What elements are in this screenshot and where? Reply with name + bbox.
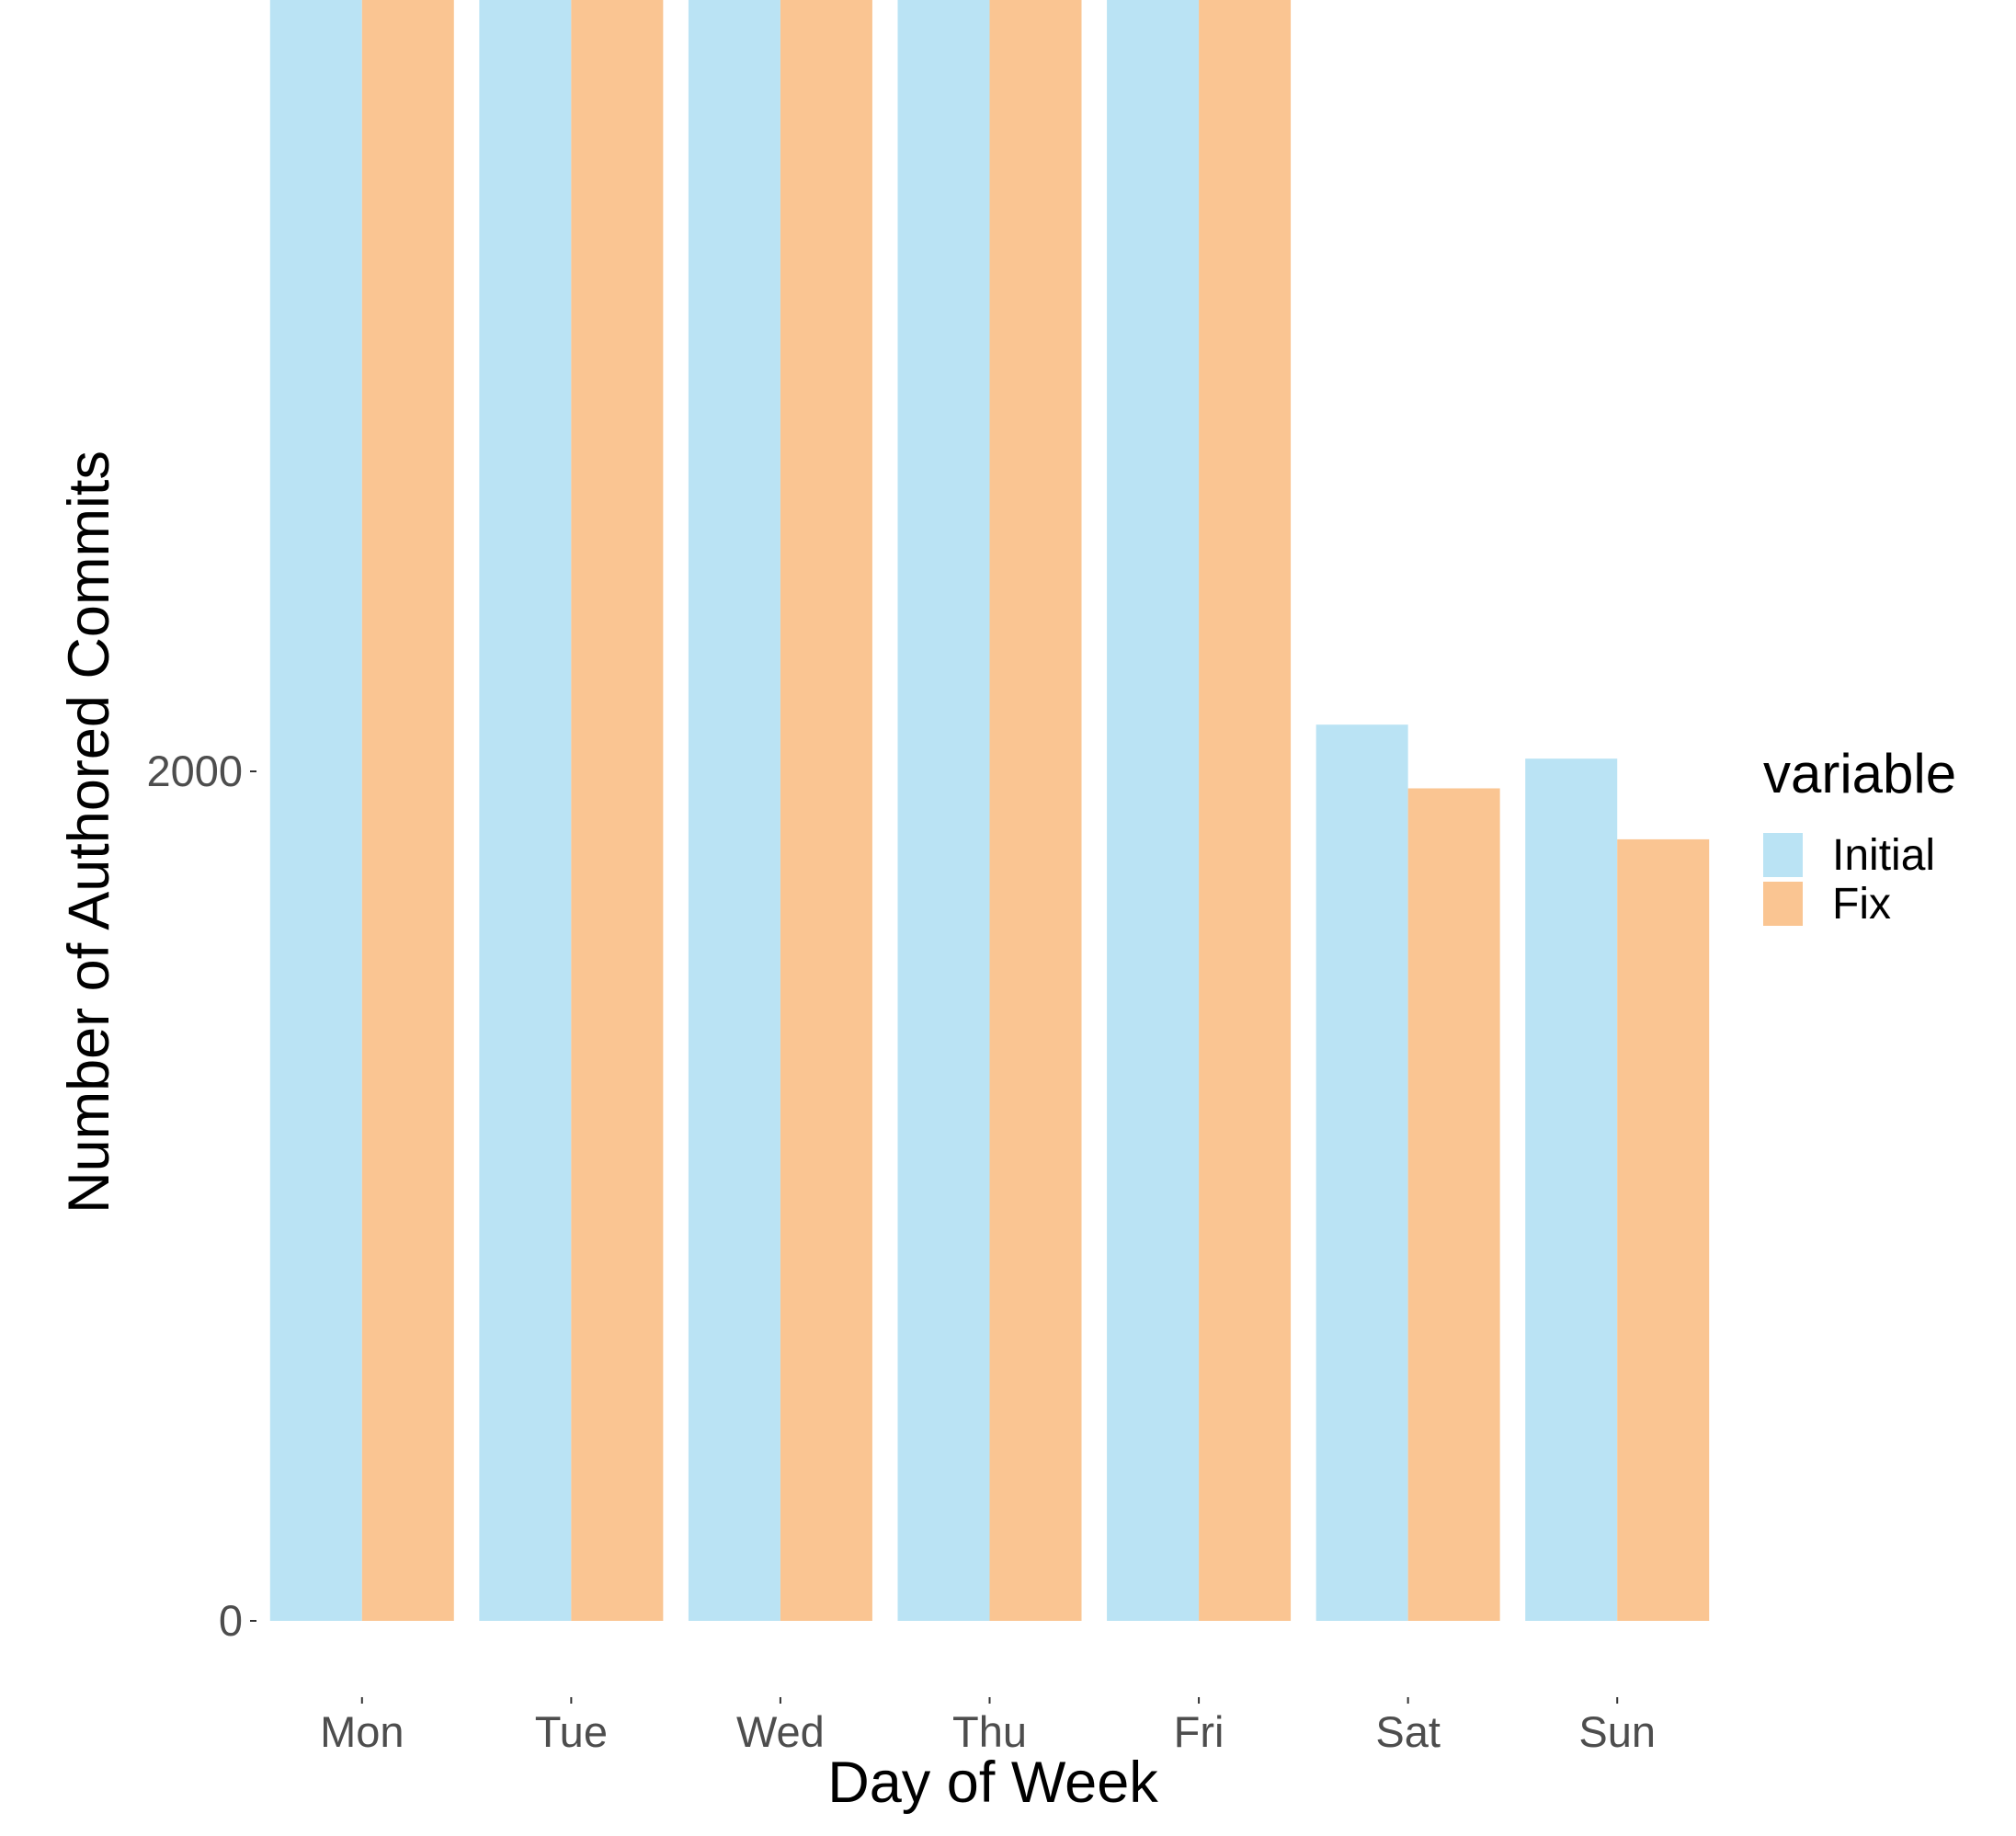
bar-fri-initial [1107, 0, 1200, 1621]
legend-key-initial [1763, 833, 1803, 877]
bar-sun-initial [1525, 758, 1618, 1621]
x-tick-label-mon: Mon [320, 1707, 404, 1756]
y-tick-label-2000: 2000 [146, 747, 243, 795]
y-tick-label-0: 0 [219, 1596, 243, 1645]
x-tick-label-sun: Sun [1578, 1707, 1656, 1756]
x-tick-label-wed: Wed [736, 1707, 825, 1756]
bar-wed-fix [780, 0, 872, 1621]
x-tick-label-thu: Thu [952, 1707, 1027, 1756]
bar-mon-initial [269, 0, 362, 1622]
y-axis-title: Number of Authored Commits [57, 450, 121, 1214]
bar-thu-initial [897, 0, 990, 1621]
bar-wed-initial [688, 0, 780, 1622]
legend-title: variable [1763, 743, 1956, 804]
bar-fri-fix [1199, 0, 1292, 1621]
bar-sat-initial [1316, 724, 1408, 1621]
legend-label-fix: Fix [1832, 880, 1891, 929]
bar-mon-fix [361, 0, 454, 1621]
bar-sun-fix [1617, 838, 1710, 1621]
bar-thu-fix [989, 0, 1082, 1621]
y-axis: 0200040006000 [146, 747, 256, 1645]
bar-sat-fix [1407, 788, 1500, 1621]
x-axis: Mon Tue Wed Thu Fri Sat Sun [320, 1697, 1656, 1756]
x-tick-label-tue: Tue [535, 1707, 608, 1756]
bar-tue-initial [479, 0, 572, 1621]
legend-key-fix [1763, 882, 1803, 926]
x-tick-label-fri: Fri [1174, 1707, 1224, 1756]
x-tick-label-sat: Sat [1375, 1707, 1441, 1756]
bar-tue-fix [571, 0, 664, 1621]
bars-group [269, 0, 1710, 1622]
legend-label-initial: Initial [1832, 831, 1935, 880]
x-axis-title: Day of Week [827, 1750, 1158, 1815]
